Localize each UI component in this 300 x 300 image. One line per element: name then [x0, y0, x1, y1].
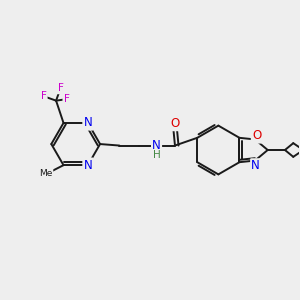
- Text: F: F: [58, 83, 64, 93]
- Text: N: N: [83, 159, 92, 172]
- Text: N: N: [83, 116, 92, 129]
- Text: H: H: [153, 150, 161, 160]
- Text: F: F: [41, 91, 46, 101]
- Text: N: N: [152, 139, 161, 152]
- Text: N: N: [251, 159, 260, 172]
- Text: F: F: [64, 94, 69, 104]
- Text: O: O: [171, 117, 180, 130]
- Text: Me: Me: [39, 169, 52, 178]
- Text: O: O: [252, 129, 261, 142]
